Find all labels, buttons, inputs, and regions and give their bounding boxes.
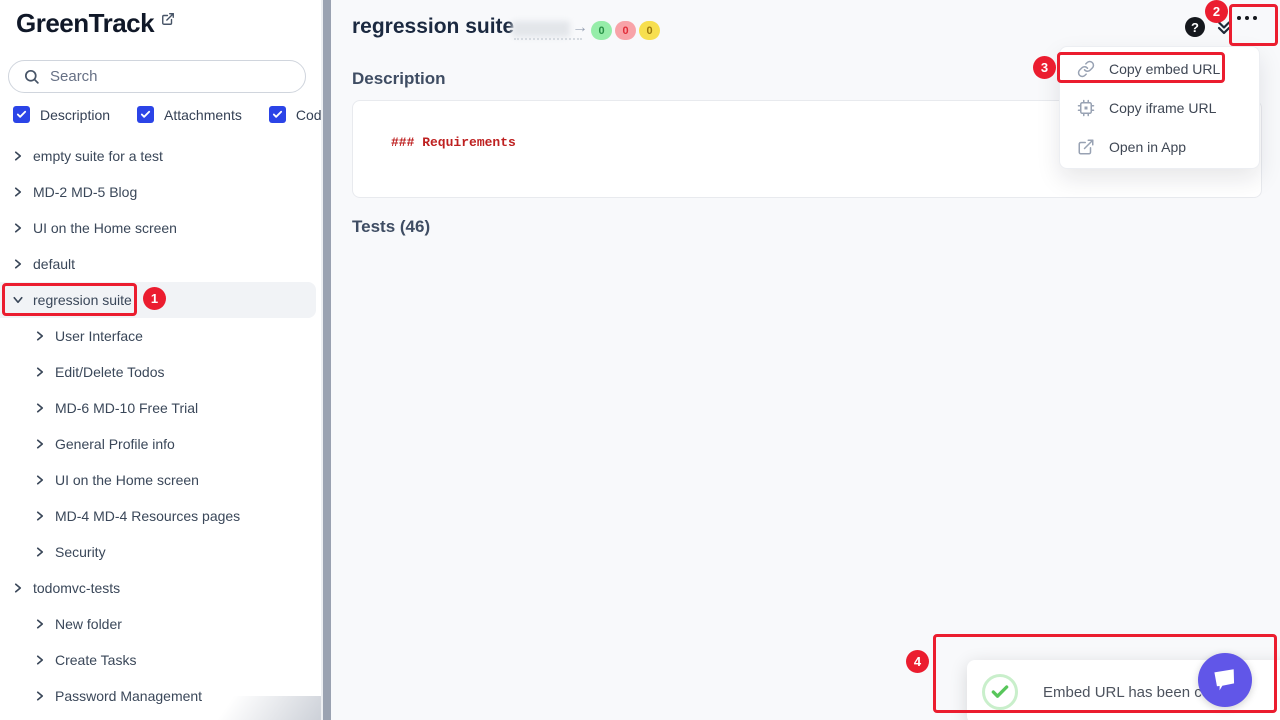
menu-item-copy-embed-url[interactable]: Copy embed URL <box>1060 49 1259 88</box>
chevron-right-icon[interactable] <box>12 150 24 162</box>
page-title: regression suite <box>352 15 515 38</box>
filter-label: Attachments <box>164 106 242 123</box>
chevron-right-icon[interactable] <box>34 366 46 378</box>
menu-item-copy-iframe-url[interactable]: Copy iframe URL <box>1060 88 1259 127</box>
count-badge-yellow: 0 <box>639 21 660 40</box>
arrow-right-glyph: → <box>572 19 588 36</box>
filter-checkbox-description[interactable]: Description <box>13 106 110 123</box>
suite-tree: empty suite for a test MD-2 MD-5 Blog UI o… <box>0 138 322 714</box>
sidebar-item-empty-suite-for-a-test[interactable]: empty suite for a test <box>0 138 322 174</box>
filter-label: Description <box>40 106 111 123</box>
description-markdown: ### Requirements <box>391 135 516 150</box>
sidebar-item-md-2-md-5-blog[interactable]: MD-2 MD-5 Blog <box>0 174 322 210</box>
sidebar: GreenTrack Description Attachments Code em… <box>0 0 329 720</box>
filter-label: Code <box>295 106 330 123</box>
redacted-label <box>512 21 570 37</box>
sidebar-item-ui-on-the-home-screen[interactable]: UI on the Home screen <box>0 210 322 246</box>
sidebar-item-label: default <box>33 256 76 272</box>
sidebar-item-label: UI on the Home screen <box>33 220 177 236</box>
filter-checkbox-code[interactable]: Code <box>268 106 330 123</box>
chat-bubble-icon <box>1211 666 1240 695</box>
tests-heading: Tests (46) <box>352 217 431 236</box>
sidebar-item-label: regression suite <box>33 292 132 308</box>
description-heading: Description <box>352 69 446 88</box>
checked-checkbox-icon[interactable] <box>268 106 286 123</box>
chevron-right-icon[interactable] <box>12 222 24 234</box>
sidebar-item-new-folder[interactable]: New folder <box>0 606 322 642</box>
count-badge-red: 0 <box>615 21 636 40</box>
sidebar-item-ui-on-the-home-screen[interactable]: UI on the Home screen <box>0 462 322 498</box>
toast-message: Embed URL has been copied <box>1043 683 1239 701</box>
sidebar-divider <box>321 0 323 720</box>
redacted-underline <box>514 38 582 40</box>
sidebar-item-label: Edit/Delete Todos <box>55 364 165 380</box>
sidebar-item-edit-delete-todos[interactable]: Edit/Delete Todos <box>0 354 322 390</box>
search-icon <box>23 68 40 85</box>
app-title: GreenTrack <box>16 8 155 38</box>
sidebar-item-general-profile-info[interactable]: General Profile info <box>0 426 322 462</box>
sidebar-item-label: Security <box>55 544 106 560</box>
chevron-right-icon[interactable] <box>12 186 24 198</box>
count-badge-green: 0 <box>591 21 612 40</box>
sidebar-item-label: MD-6 MD-10 Free Trial <box>55 400 199 416</box>
vertical-scrollbar[interactable] <box>323 0 331 720</box>
chevron-right-icon[interactable] <box>34 402 46 414</box>
sidebar-item-label: General Profile info <box>55 436 175 452</box>
sidebar-item-label: User Interface <box>55 328 143 344</box>
search-box[interactable] <box>8 60 306 93</box>
sidebar-item-regression-suite[interactable]: regression suite <box>0 282 316 318</box>
sidebar-item-md-4-md-4-resources-pages[interactable]: MD-4 MD-4 Resources pages <box>0 498 322 534</box>
sidebar-item-md-6-md-10-free-trial[interactable]: MD-6 MD-10 Free Trial <box>0 390 322 426</box>
help-button[interactable]: ? <box>1185 17 1205 37</box>
sidebar-item-label: empty suite for a test <box>33 148 163 164</box>
success-check-icon <box>982 674 1018 710</box>
checked-checkbox-icon[interactable] <box>137 106 155 123</box>
double-chevron-down-icon[interactable] <box>1215 19 1233 42</box>
menu-item-open-in-app[interactable]: Open in App <box>1060 127 1259 166</box>
checked-checkbox-icon[interactable] <box>13 106 30 123</box>
sidebar-item-label: MD-4 MD-4 Resources pages <box>55 508 241 524</box>
filter-checkbox-attachments[interactable]: Attachments <box>137 106 242 123</box>
chevron-right-icon[interactable] <box>34 654 46 666</box>
chevron-right-icon[interactable] <box>34 546 46 558</box>
iframe-icon <box>1077 99 1095 117</box>
sidebar-item-label: todomvc-tests <box>33 580 121 596</box>
sidebar-item-user-interface[interactable]: User Interface <box>0 318 322 354</box>
sidebar-item-create-tasks[interactable]: Create Tasks <box>0 642 322 678</box>
chevron-right-icon[interactable] <box>34 438 46 450</box>
chevron-right-icon[interactable] <box>34 510 46 522</box>
sidebar-item-label: Password Management <box>55 688 203 704</box>
more-actions-button[interactable] <box>1237 16 1257 20</box>
menu-item-label: Copy embed URL <box>1109 60 1221 77</box>
external-link-icon <box>1077 138 1095 156</box>
link-icon <box>1077 60 1095 78</box>
sidebar-item-security[interactable]: Security <box>0 534 322 570</box>
search-input[interactable] <box>50 68 270 85</box>
context-menu: Copy embed URL Copy iframe URL Open in App <box>1059 46 1260 169</box>
menu-item-label: Copy iframe URL <box>1109 99 1217 116</box>
filter-checkboxes: Description Attachments Code <box>13 106 356 123</box>
chevron-down-icon[interactable] <box>12 294 24 306</box>
sidebar-item-label: MD-2 MD-5 Blog <box>33 184 138 200</box>
sidebar-item-default[interactable]: default <box>0 246 322 282</box>
chat-widget-button[interactable] <box>1198 653 1252 707</box>
sidebar-item-todomvc-tests[interactable]: todomvc-tests <box>0 570 322 606</box>
sidebar-item-label: UI on the Home screen <box>55 472 199 488</box>
menu-item-label: Open in App <box>1109 138 1187 155</box>
chevron-right-icon[interactable] <box>34 690 46 702</box>
sidebar-item-password-management[interactable]: Password Management <box>0 678 322 714</box>
chevron-right-icon[interactable] <box>12 582 24 594</box>
chevron-right-icon[interactable] <box>34 330 46 342</box>
chevron-right-icon[interactable] <box>34 618 46 630</box>
external-link-icon[interactable] <box>161 12 175 31</box>
sidebar-item-label: New folder <box>55 616 122 632</box>
chevron-right-icon[interactable] <box>12 258 24 270</box>
chevron-right-icon[interactable] <box>34 474 46 486</box>
sidebar-item-label: Create Tasks <box>55 652 137 668</box>
sidebar-bottom-shadow <box>177 696 322 720</box>
